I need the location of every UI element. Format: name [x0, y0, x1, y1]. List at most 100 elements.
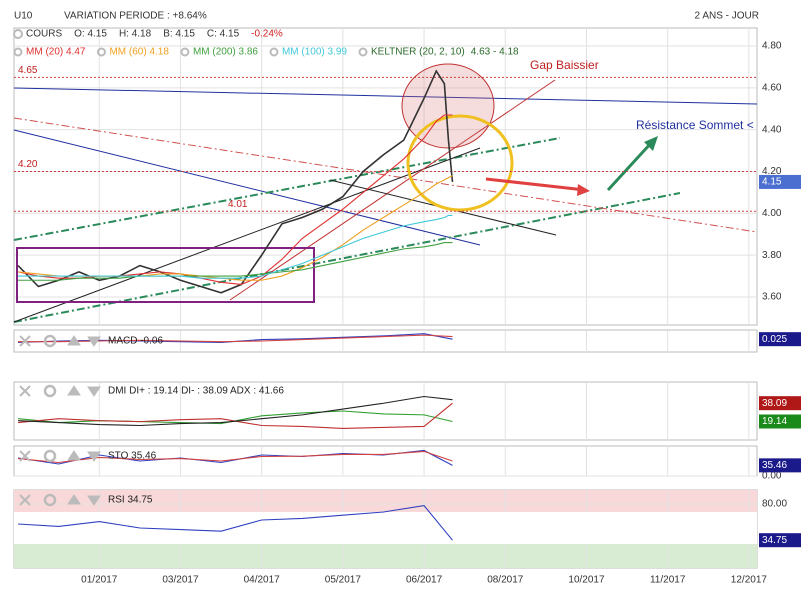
circle: [406, 114, 514, 212]
down-icon: [87, 451, 101, 462]
y-tick-label: 4.60: [762, 82, 782, 93]
panel-tools: [19, 384, 101, 398]
legend-info: C: 4.15: [207, 29, 240, 40]
settings-icon: [43, 449, 57, 463]
panel: [13, 381, 758, 441]
series-line: [18, 214, 453, 279]
y-tick-label: 4.80: [762, 41, 782, 52]
range-box: [16, 247, 315, 303]
x-tick-label: 12/2017: [731, 575, 768, 586]
settings-icon: [43, 334, 57, 348]
trend-line: [13, 192, 681, 323]
y-tick-label: 3.80: [762, 250, 782, 261]
settings-icon: [43, 493, 57, 507]
settings-icon: [180, 47, 190, 57]
y-tick-label: 3.60: [762, 292, 782, 303]
annotation: Résistance Sommet <: [636, 118, 754, 132]
annotation: Gap Baissier: [530, 58, 599, 72]
down-icon: [87, 336, 101, 347]
level-label: 4.01: [228, 199, 248, 210]
up-icon: [67, 385, 81, 396]
arrow-head: [644, 136, 658, 151]
x-tick-label: 11/2017: [650, 575, 686, 586]
series-line: [18, 410, 453, 425]
panel-title: RSI 34.75: [108, 495, 153, 506]
value-box: [759, 414, 801, 429]
up-icon: [67, 494, 81, 505]
panel-tools: [19, 334, 101, 348]
x-tick-label: 06/2017: [406, 575, 443, 586]
legend-info: B: 4.15: [163, 29, 195, 40]
value-box-label: 34.75: [762, 535, 787, 546]
y-tick-label: 80.00: [762, 499, 787, 510]
settings-icon: [13, 29, 23, 39]
series-line: [18, 242, 453, 281]
panel-tools: [19, 449, 101, 463]
x-tick-label: 04/2017: [244, 575, 281, 586]
trend-line: [13, 137, 561, 241]
x-tick-label: 10/2017: [568, 575, 605, 586]
value-box: [759, 396, 801, 411]
up-icon: [67, 450, 81, 461]
value-box: [759, 174, 801, 189]
close-icon: [19, 385, 31, 397]
settings-icon: [269, 47, 279, 57]
x-tick-label: 08/2017: [487, 575, 524, 586]
symbol: U10: [14, 11, 33, 22]
value-box-label: 4.15: [762, 177, 782, 188]
value-box-label: 38.09: [762, 398, 787, 409]
series-line: [18, 505, 453, 541]
legend-entry: MM (100) 3.99: [282, 47, 347, 58]
trend-line: [13, 87, 758, 105]
trend-line: [229, 79, 556, 301]
close-icon: [19, 450, 31, 462]
legend-info: COURS: [26, 29, 62, 40]
trend-line: [13, 147, 481, 323]
series-line: [18, 402, 453, 429]
y-tick-label: 4.40: [762, 124, 782, 135]
settings-icon: [358, 47, 368, 57]
legend-info: H: 4.18: [119, 29, 152, 40]
panel-title: DMI DI+ : 19.14 DI- : 38.09 ADX : 41.66: [108, 386, 284, 397]
y-tick-label: 4.00: [762, 208, 782, 219]
value-box-label: 35.46: [762, 460, 787, 471]
legend-info: -0.24%: [251, 29, 283, 40]
legend-entry: MM (20) 4.47: [26, 47, 86, 58]
x-tick-label: 03/2017: [162, 575, 199, 586]
overbought-zone: [14, 490, 757, 512]
y-tick-label: 4.20: [762, 166, 782, 177]
x-tick-label: 05/2017: [325, 575, 362, 586]
value-box-label: 19.14: [762, 416, 787, 427]
legend-entry: 4.63 - 4.18: [471, 47, 519, 58]
down-icon: [87, 386, 101, 397]
oversold-zone: [14, 544, 757, 568]
legend-entry: MM (200) 3.86: [193, 47, 258, 58]
x-tick-label: 01/2017: [81, 575, 118, 586]
legend-entry: MM (60) 4.18: [109, 47, 169, 58]
value-box: [759, 332, 801, 347]
panel-tools: [19, 493, 101, 507]
rsi-mid: [14, 512, 757, 544]
value-box: [759, 533, 801, 548]
down-icon: [87, 495, 101, 506]
series-line: [18, 395, 453, 427]
panel-title: STO 35.46: [108, 451, 157, 462]
series-line: [17, 69, 454, 294]
panel-title: MACD -0.06: [108, 336, 163, 347]
arrow-head: [577, 184, 590, 196]
trend-line: [13, 117, 758, 233]
arrow: [606, 140, 654, 192]
close-icon: [19, 494, 31, 506]
up-icon: [67, 335, 81, 346]
settings-icon: [43, 384, 57, 398]
variation: VARIATION PERIODE : +8.64%: [64, 11, 207, 22]
close-icon: [19, 335, 31, 347]
legend-entry: KELTNER (20, 2, 10): [371, 47, 465, 58]
legend-info: O: 4.15: [74, 29, 107, 40]
level-label: 4.65: [18, 65, 38, 76]
settings-icon: [96, 47, 106, 57]
value-box: [759, 458, 801, 473]
level-label: 4.20: [18, 159, 38, 170]
value-box-label: 0.025: [762, 334, 787, 345]
